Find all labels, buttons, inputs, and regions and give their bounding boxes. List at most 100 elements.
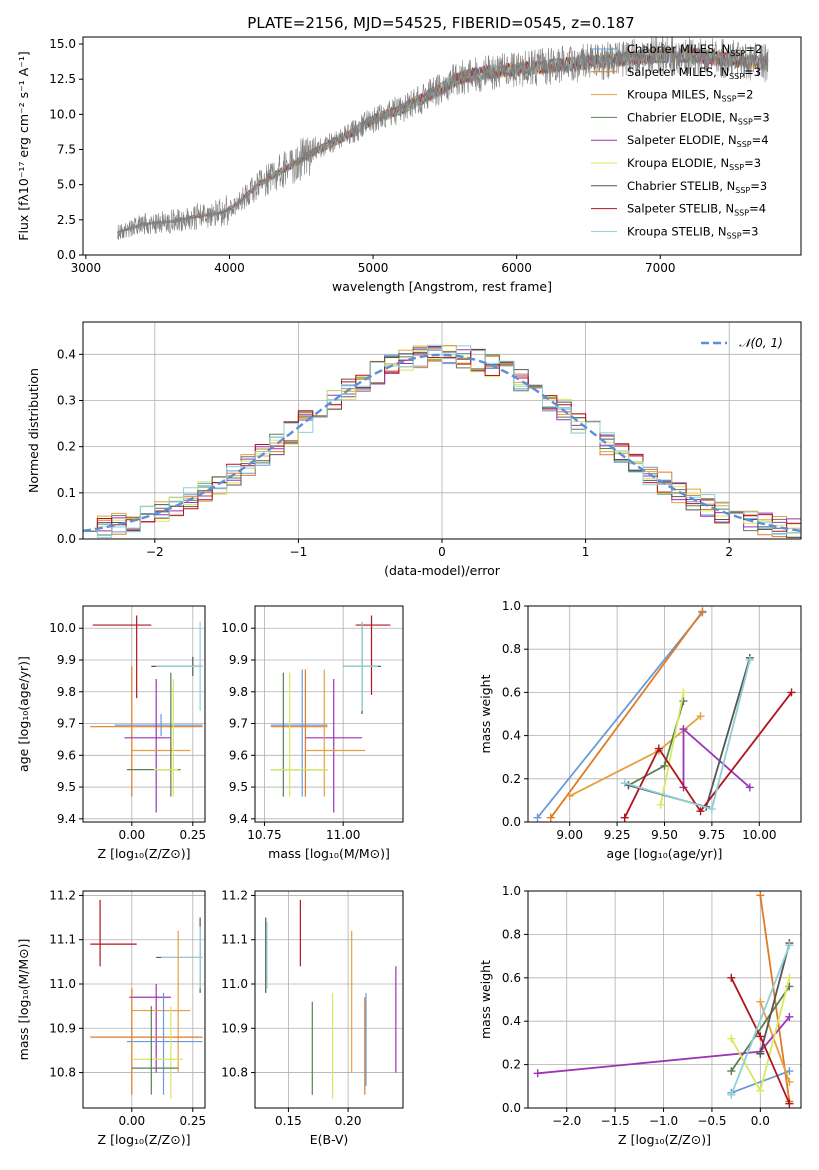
mass-vs-ebv-panel: 0.15 0.20 10.8 10.9 11.0 11.1 11.2 E(B-V)	[221, 888, 404, 1147]
weight-point-marker	[565, 792, 574, 801]
legend-subscript: SSP	[738, 117, 753, 126]
spectrum-legend-label: Chabrier MILES, NSSP=2	[627, 42, 762, 58]
age-vs-Z-ytick-label: 9.7	[57, 717, 76, 731]
spectrum-legend-label: Salpeter STELIB, NSSP=4	[627, 202, 766, 218]
weight-point-marker	[679, 697, 688, 706]
weight-point-marker	[727, 1090, 736, 1099]
age-vs-Z-xtick-label: 0.00	[118, 828, 145, 842]
mass-vs-Z-ytick-label: 11.1	[49, 933, 76, 947]
mass-weight-vs-age-ytick-label: 0.0	[502, 815, 521, 829]
spectrum-ytick-label: 2.5	[57, 213, 76, 227]
legend-suffix: =4	[752, 133, 769, 147]
residual-histogram-panel: −2 −1 0 1 2 0.0 0.1 0.2 0.3 0.4 (data-model)/error…	[26, 321, 802, 578]
residual-histogram-ylabel: Normed distribution	[26, 368, 41, 493]
age-vs-mass-frame	[254, 605, 404, 823]
mass-vs-ebv-frame	[254, 890, 404, 1109]
weight-point-marker	[785, 941, 794, 950]
mass-vs-Z-ytick-label: 10.8	[49, 1066, 76, 1080]
weight-point-marker	[756, 1032, 765, 1041]
mass-vs-ebv-ytick-label: 11.2	[221, 888, 248, 902]
legend-subscript: SSP	[729, 163, 744, 172]
mass-weight-vs-Z-ytick-label: 1.0	[502, 884, 521, 898]
mass-vs-ebv-ytick-label: 10.9	[221, 1021, 248, 1035]
residual-histogram-xtick-label: −1	[290, 545, 308, 559]
mass-weight-vs-age-panel: 9.00 9.25 9.50 9.75 10.00 0.0 0.2 0.4 0.6 0.8 1.0 a…	[478, 599, 802, 861]
spectrum-legend-label: Kroupa ELODIE, NSSP=3	[627, 156, 761, 172]
weight-series-line	[624, 659, 751, 811]
mass-weight-vs-Z-xtick-label: 0.0	[751, 1114, 770, 1128]
legend-suffix: =3	[753, 110, 770, 124]
mass-weight-vs-age-ytick-label: 1.0	[502, 599, 521, 613]
mass-vs-ebv-ytick-label: 10.8	[221, 1066, 248, 1080]
weight-point-marker	[785, 1099, 794, 1108]
mass-weight-vs-Z-plot-area	[533, 891, 794, 1108]
legend-suffix: =3	[744, 65, 761, 79]
age-vs-mass-xlabel: mass [log₁₀(M/M⊙)]	[268, 846, 390, 861]
spectrum-ytick-label: 12.5	[49, 72, 76, 86]
weight-point-marker	[756, 1049, 765, 1058]
mass-weight-vs-Z-panel: −2.0 −1.5 −1.0 −0.5 0.0 0.0 0.2 0.4 0.6 0.8 1.0 Z […	[478, 884, 802, 1147]
mass-vs-Z-panel: 0.00 0.25 10.8 10.9 11.0 11.1 11.2 Z [log₁₀(Z/Z…	[16, 888, 206, 1147]
weight-point-marker	[785, 1067, 794, 1076]
mass-vs-ebv-xtick-label: 0.15	[275, 1114, 302, 1128]
mass-weight-vs-Z-xtick-label: −2.0	[552, 1114, 581, 1128]
mass-weight-vs-age-ylabel: mass weight	[478, 674, 493, 753]
weight-series-line	[550, 610, 704, 819]
weight-point-marker	[787, 688, 796, 697]
weight-point-marker	[698, 607, 707, 616]
residual-histogram-ytick-label: 0.3	[57, 393, 76, 407]
age-vs-mass-ytick-label: 9.6	[229, 748, 248, 762]
residual-histogram-ytick-label: 0.0	[57, 532, 76, 546]
figure-title: PLATE=2156, MJD=54525, FIBERID=0545, z=0…	[247, 14, 634, 32]
mass-weight-vs-age-ytick-label: 0.6	[502, 685, 521, 699]
weight-series-line	[536, 611, 704, 819]
mass-weight-vs-age-plot-area	[533, 607, 796, 822]
weight-point-marker	[679, 725, 688, 734]
spectrum-xtick-label: 6000	[501, 261, 532, 275]
residual-histogram-ytick-label: 0.2	[57, 440, 76, 454]
spectrum-legend-label: Salpeter MILES, NSSP=3	[627, 65, 761, 81]
mass-vs-Z-xtick-label: 0.00	[118, 1114, 145, 1128]
spectrum-ytick-label: 15.0	[49, 37, 76, 51]
spectrum-xlabel: wavelength [Angstrom, rest frame]	[332, 279, 552, 294]
age-vs-Z-plot-area	[90, 615, 203, 813]
mass-weight-vs-Z-xlabel: Z [log₁₀(Z/Z⊙)]	[618, 1132, 711, 1147]
legend-suffix: =3	[744, 156, 761, 170]
weight-point-marker	[654, 744, 663, 753]
residual-histogram-ytick-label: 0.4	[57, 347, 76, 361]
mass-weight-vs-Z-ytick-label: 0.0	[502, 1101, 521, 1115]
weight-point-marker	[546, 813, 555, 822]
legend-subscript: SSP	[730, 49, 745, 58]
age-vs-mass-ytick-label: 9.8	[229, 685, 248, 699]
mass-vs-ebv-xlabel: E(B-V)	[310, 1132, 349, 1147]
age-vs-Z-ytick-label: 9.5	[57, 780, 76, 794]
mass-weight-vs-age-ytick-label: 0.2	[502, 772, 521, 786]
age-vs-mass-xtick-label: 11.00	[326, 828, 360, 842]
legend-suffix: =3	[742, 224, 759, 238]
weight-series-line	[569, 715, 702, 797]
weight-point-marker	[727, 1067, 736, 1076]
age-vs-Z-ytick-label: 9.9	[57, 653, 76, 667]
weight-point-marker	[660, 761, 669, 770]
mass-weight-vs-Z-ytick-label: 0.2	[502, 1058, 521, 1072]
spectrum-xtick-label: 3000	[71, 261, 102, 275]
normal-reference-curve	[83, 353, 801, 533]
mass-weight-vs-Z-ylabel: mass weight	[478, 960, 493, 1039]
mass-weight-vs-Z-xtick-label: −1.5	[601, 1114, 630, 1128]
mass-weight-vs-age-xtick-label: 9.25	[604, 828, 631, 842]
residual-histogram-xtick-label: 2	[725, 545, 733, 559]
spectrum-ytick-label: 10.0	[49, 107, 76, 121]
weight-series-line	[659, 692, 685, 805]
weight-point-marker	[620, 779, 629, 788]
age-vs-mass-panel: 10.75 11.00 9.4 9.5 9.6 9.7 9.8 9.9 10.0 mass [lo…	[221, 605, 404, 861]
legend-subscript: SSP	[729, 72, 744, 81]
weight-point-marker	[679, 688, 688, 697]
mass-weight-vs-Z-ytick-label: 0.4	[502, 1014, 521, 1028]
weight-point-marker	[533, 813, 542, 822]
age-vs-Z-ytick-label: 9.4	[57, 812, 76, 826]
spectrum-ytick-label: 7.5	[57, 143, 76, 157]
age-vs-mass-xtick-label: 10.75	[247, 828, 281, 842]
weight-point-marker	[696, 712, 705, 721]
mass-weight-vs-age-xtick-label: 10.00	[742, 828, 776, 842]
